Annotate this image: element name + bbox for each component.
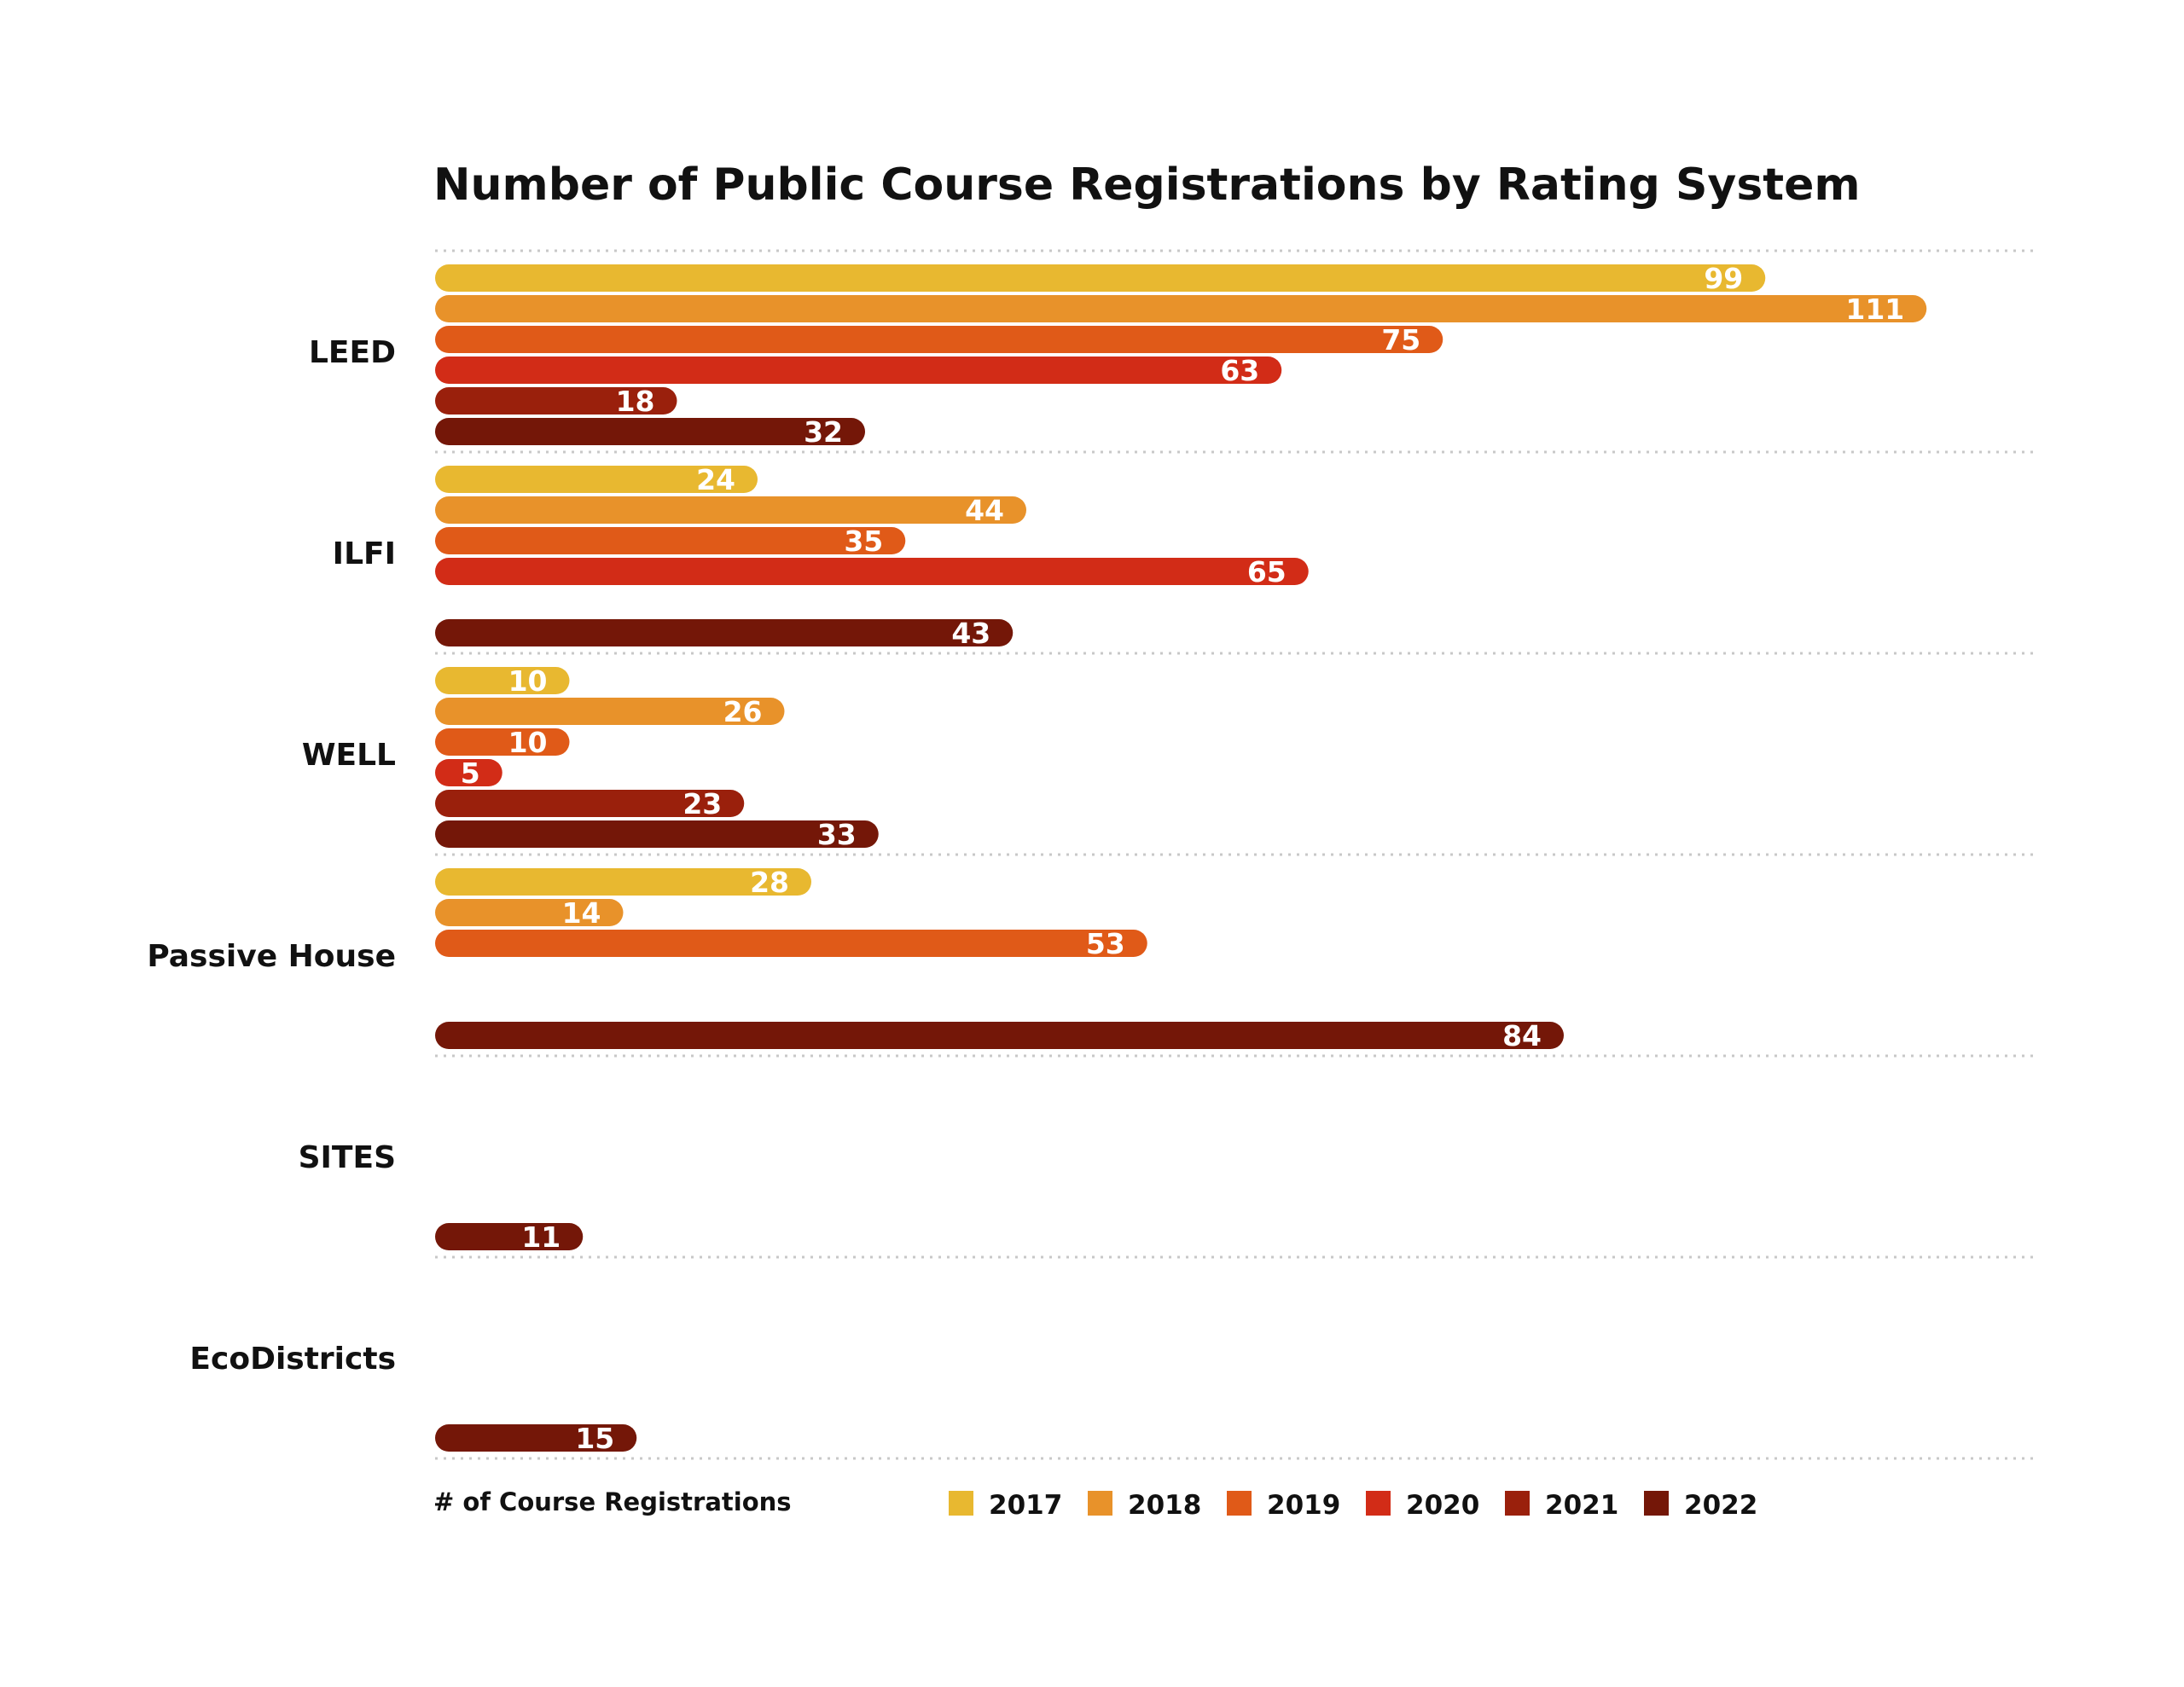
bars: 99 111 75 63 18 32 24 44 35 65 43 10 26 10 5 23 33 28 14 53… — [435, 262, 1927, 1455]
bar — [435, 326, 1443, 353]
data-label: 26 — [723, 695, 763, 728]
bar — [435, 820, 879, 848]
chart-title: Number of Public Course Registrations by… — [433, 159, 1861, 211]
bar — [435, 1223, 584, 1250]
category-label: ILFI — [333, 536, 396, 571]
bar — [435, 899, 624, 926]
category-labels: LEED ILFI WELL Passive House SITES EcoDistric… — [147, 335, 396, 1377]
data-label: 65 — [1247, 555, 1287, 588]
category-label: EcoDistricts — [189, 1342, 396, 1377]
data-label: 35 — [844, 525, 883, 558]
bar — [435, 264, 1766, 292]
bar — [435, 1424, 637, 1452]
legend: 2017 2018 2019 2020 2021 2022 — [949, 1490, 1757, 1521]
bar — [435, 759, 502, 786]
data-label: 33 — [817, 818, 857, 851]
data-label: 15 — [575, 1422, 614, 1455]
bar — [435, 619, 1014, 646]
legend-swatch — [1227, 1491, 1252, 1516]
bar — [435, 496, 1026, 524]
group-separators — [435, 249, 2039, 1460]
bar — [435, 418, 865, 445]
data-label: 99 — [1704, 262, 1743, 295]
data-label: 43 — [951, 617, 990, 650]
data-label: 18 — [616, 385, 655, 418]
data-label: 14 — [562, 896, 601, 930]
bar — [435, 698, 785, 725]
bar — [435, 295, 1927, 322]
bar — [435, 527, 906, 554]
data-label: 10 — [508, 726, 548, 759]
legend-swatch — [1505, 1491, 1530, 1516]
data-label: 44 — [965, 494, 1004, 527]
data-label: 53 — [1086, 927, 1125, 960]
legend-label: 2019 — [1267, 1490, 1340, 1521]
category-label: WELL — [302, 738, 396, 773]
legend-swatch — [949, 1491, 973, 1516]
legend-label: 2018 — [1128, 1490, 1201, 1521]
data-label: 28 — [750, 866, 789, 899]
bar — [435, 790, 745, 817]
data-label: 24 — [696, 463, 735, 496]
data-label: 10 — [508, 664, 548, 698]
bar — [435, 558, 1309, 585]
legend-label: 2022 — [1684, 1490, 1757, 1521]
data-label: 63 — [1220, 354, 1259, 387]
x-axis-label: # of Course Registrations — [433, 1487, 792, 1516]
data-label: 111 — [1845, 293, 1904, 326]
legend-swatch — [1366, 1491, 1391, 1516]
bar — [435, 466, 758, 493]
legend-label: 2017 — [989, 1490, 1062, 1521]
data-label: 84 — [1502, 1019, 1542, 1052]
bar — [435, 930, 1147, 957]
bar — [435, 1022, 1564, 1049]
bar — [435, 667, 570, 694]
data-label: 75 — [1381, 323, 1420, 357]
legend-label: 2021 — [1545, 1490, 1618, 1521]
data-label: 11 — [521, 1220, 561, 1254]
legend-swatch — [1644, 1491, 1669, 1516]
data-label: 23 — [682, 787, 722, 820]
bar — [435, 357, 1282, 384]
category-label: Passive House — [147, 939, 396, 974]
bar — [435, 868, 811, 896]
category-label: SITES — [299, 1140, 396, 1175]
bar — [435, 728, 570, 756]
data-label: 5 — [461, 757, 480, 790]
data-label: 32 — [804, 415, 843, 449]
legend-swatch — [1088, 1491, 1112, 1516]
category-label: LEED — [309, 335, 396, 370]
legend-label: 2020 — [1406, 1490, 1479, 1521]
bar — [435, 387, 677, 415]
